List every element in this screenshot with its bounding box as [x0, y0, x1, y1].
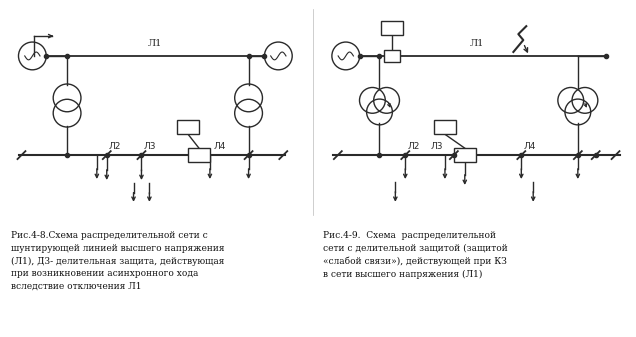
- Text: Л4: Л4: [214, 142, 226, 151]
- Bar: [384, 50, 400, 62]
- Text: Л4: Л4: [523, 142, 536, 151]
- Text: Л1: Л1: [148, 39, 163, 48]
- Bar: [434, 120, 456, 134]
- Text: Д3: Д3: [438, 122, 452, 132]
- Bar: [382, 21, 403, 35]
- Bar: [454, 148, 476, 162]
- Bar: [177, 120, 199, 134]
- Bar: [188, 148, 210, 162]
- Text: Л3: Л3: [431, 142, 443, 151]
- Text: Л2: Л2: [407, 142, 420, 151]
- Text: Р3: Р3: [386, 23, 398, 33]
- Text: Л1: Л1: [469, 39, 484, 48]
- Text: Рис.4-9.  Схема  распределительной
сети с делительной защитой (защитой
«слабой с: Рис.4-9. Схема распределительной сети с …: [323, 232, 508, 279]
- Text: Л2: Л2: [109, 142, 121, 151]
- Text: Рис.4-8.Схема распределительной сети с
шунтирующей линией высшего напряжения
(Л1: Рис.4-8.Схема распределительной сети с ш…: [11, 232, 224, 291]
- Text: Д3: Д3: [181, 122, 195, 132]
- Text: Л3: Л3: [144, 142, 156, 151]
